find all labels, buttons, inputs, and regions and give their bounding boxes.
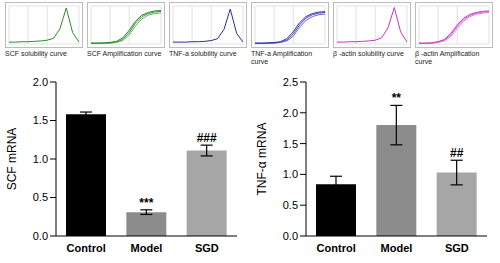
svg-text:1.5: 1.5 [283, 138, 298, 150]
svg-text:SCF mRNA: SCF mRNA [8, 128, 19, 191]
html-text:SCF Amplification curve: SCF Amplification curve [87, 50, 162, 57]
html-text:TNF-a solubility curve: TNF-a solubility curve [169, 50, 237, 57]
svg-text:Control: Control [317, 242, 356, 254]
svg-text:2.0: 2.0 [283, 107, 298, 119]
svg-text:0.0: 0.0 [283, 230, 298, 242]
svg-text:***: *** [139, 196, 153, 210]
svg-text:Model: Model [131, 242, 163, 254]
html-text:TNF-a Amplification curve: TNF-a Amplification curve [251, 50, 313, 65]
svg-text:**: ** [392, 91, 402, 105]
svg-text:2.5: 2.5 [283, 76, 298, 88]
svg-text:0.5: 0.5 [33, 191, 48, 203]
html-text:SCF solubility curve: SCF solubility curve [5, 50, 67, 57]
svg-text:SGD: SGD [195, 242, 219, 254]
svg-text:Model: Model [381, 242, 413, 254]
svg-text:0.0: 0.0 [33, 230, 48, 242]
svg-text:##: ## [450, 146, 464, 160]
svg-text:1.0: 1.0 [33, 153, 48, 165]
svg-text:1.0: 1.0 [283, 168, 298, 180]
svg-text:###: ### [197, 131, 217, 145]
svg-text:TNF-α mRNA: TNF-α mRNA [255, 123, 269, 196]
html-text:β -actin solubility curve: β -actin solubility curve [333, 50, 404, 57]
svg-text:1.5: 1.5 [33, 114, 48, 126]
svg-text:SGD: SGD [445, 242, 469, 254]
svg-text:2.0: 2.0 [33, 76, 48, 88]
svg-text:Control: Control [67, 242, 106, 254]
svg-text:0.5: 0.5 [283, 199, 298, 211]
html-text:β -actin Amplification curve: β -actin Amplification curve [415, 50, 480, 65]
